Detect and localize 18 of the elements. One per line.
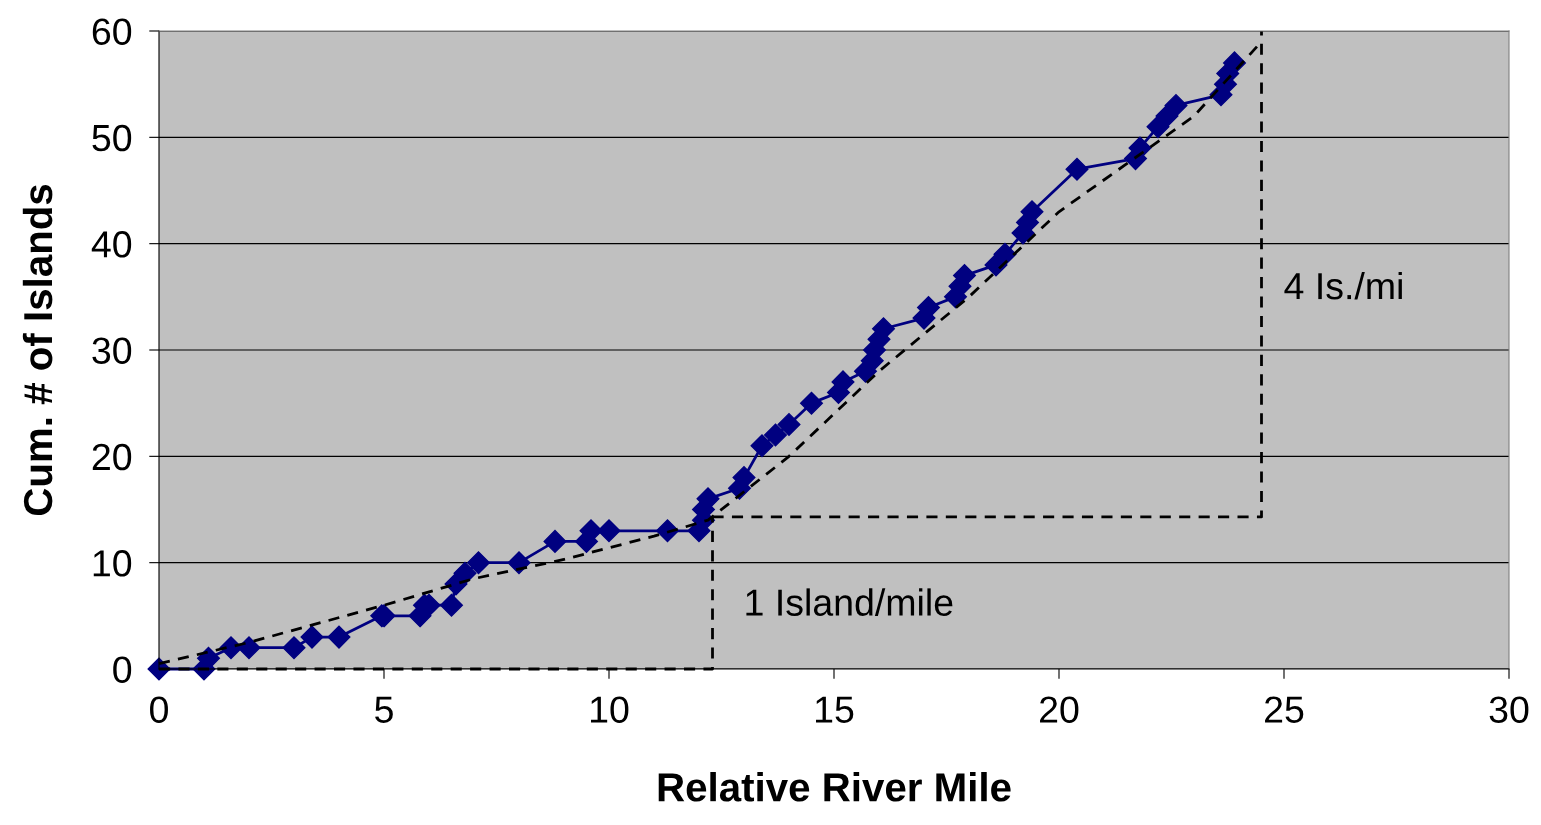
y-tick-label: 30: [92, 337, 132, 364]
y-axis-title: Cum. # of Islands: [22, 184, 53, 516]
x-tick-label: 5: [375, 696, 393, 723]
y-tick-label: 40: [91, 231, 132, 258]
annotation: 4 Is./mi: [1284, 271, 1402, 300]
x-tick-label: 25: [1265, 696, 1304, 723]
x-tick-label: 20: [1040, 696, 1079, 723]
x-tick-label: 0: [150, 696, 168, 723]
x-tick-label: 30: [1489, 696, 1529, 723]
x-axis-title: Relative River Mile: [658, 772, 1011, 802]
x-tick-label: 15: [816, 696, 854, 723]
y-tick-label: 10: [93, 550, 132, 577]
annotation: 1 Island/mile: [746, 588, 953, 616]
y-tick-label: 50: [92, 124, 132, 152]
x-tick-label: 10: [591, 696, 629, 723]
y-tick-label: 0: [113, 656, 132, 683]
y-tick-label: 60: [92, 18, 132, 45]
y-tick-label: 20: [92, 443, 132, 471]
